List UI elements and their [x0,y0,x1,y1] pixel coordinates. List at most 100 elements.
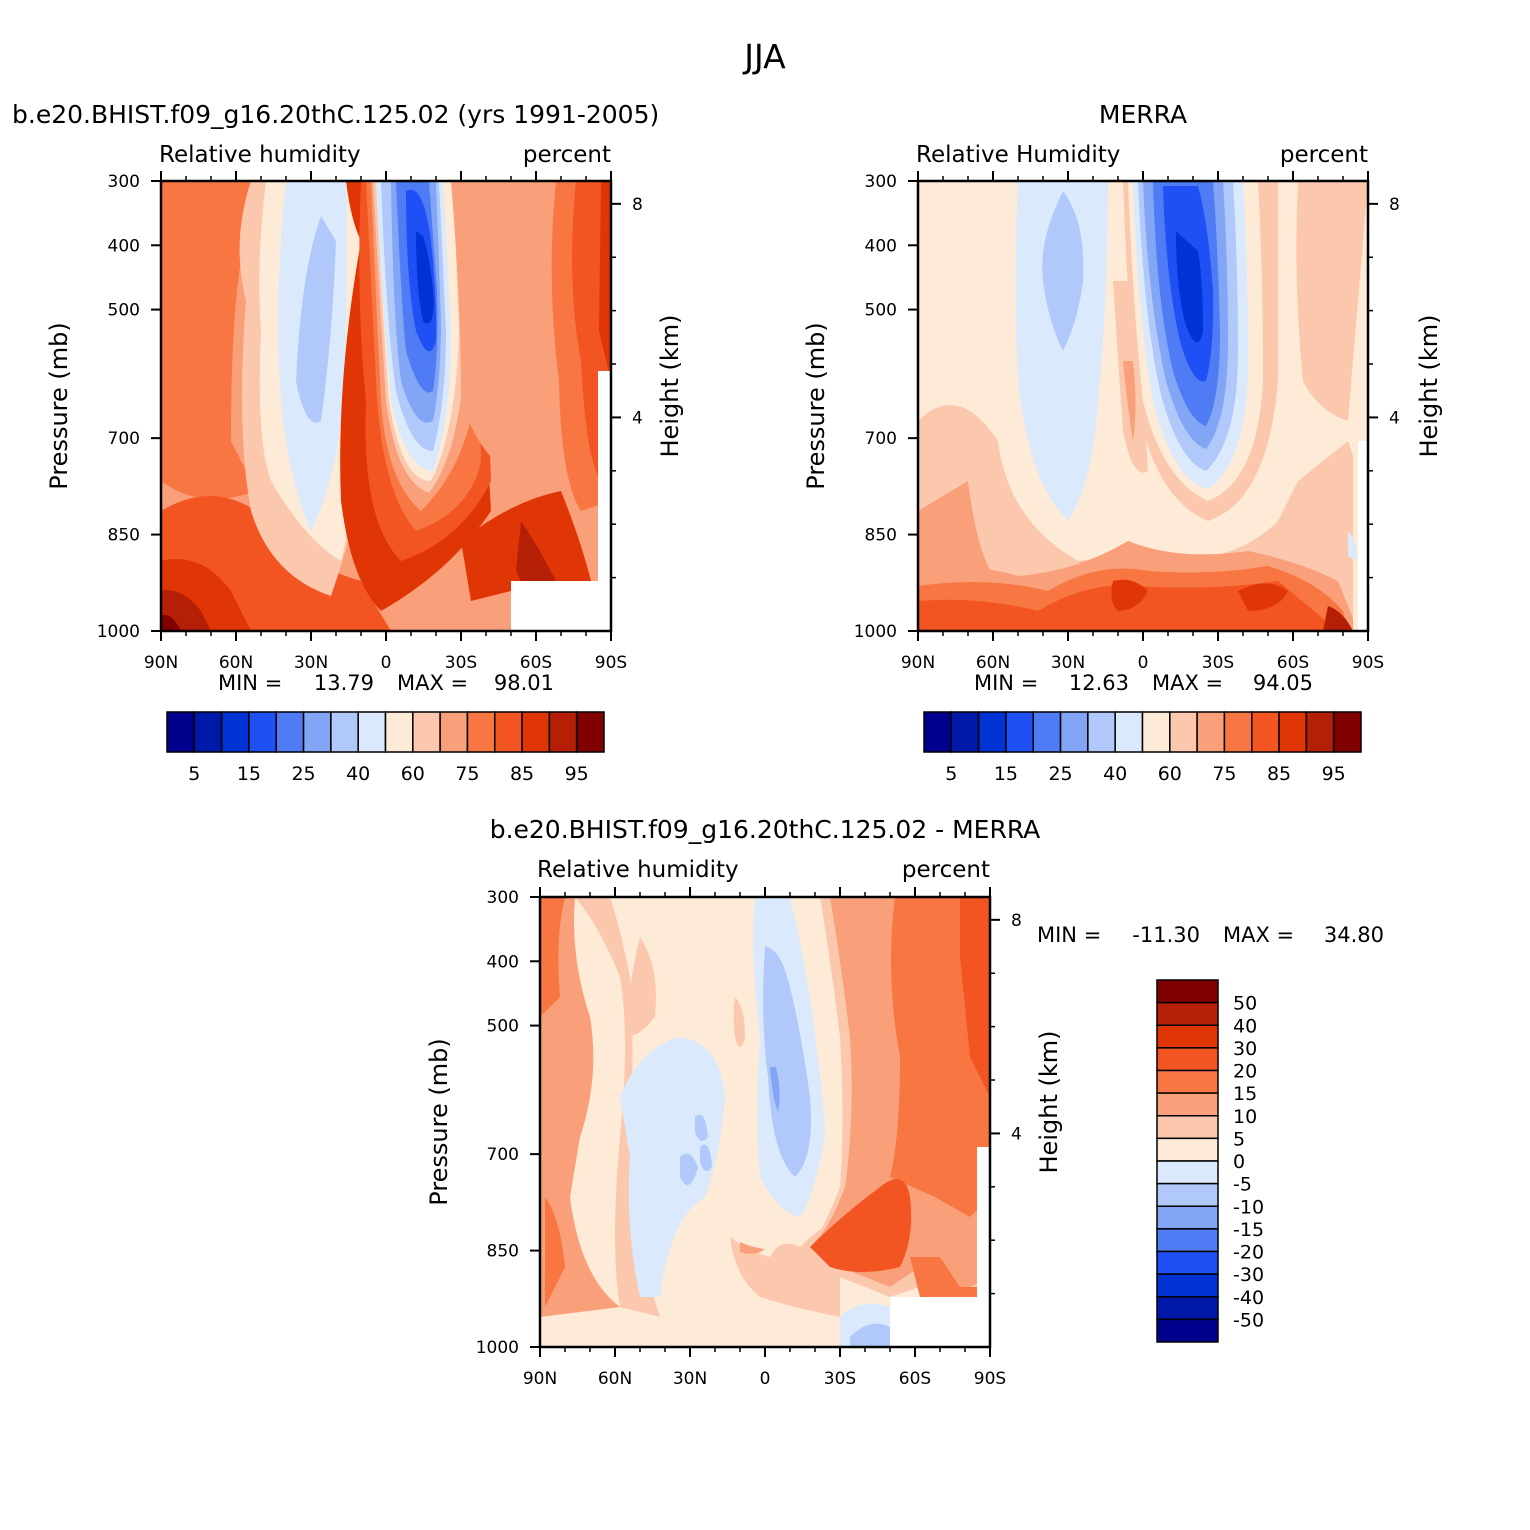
panel-obs-colorbar-swatch [1114,711,1144,753]
panel-model-y-tick-label: 400 [108,236,140,256]
panel-model-x-tick-label: 30N [294,653,328,673]
panel-obs-colorbar-swatch [1169,711,1198,753]
panel-model-colorbar-label: 15 [237,763,261,785]
panel-diff-colorbar-swatch [1156,1273,1219,1298]
panel-model-min-value: 13.79 [314,671,374,695]
panel-obs-colorbar-swatch [923,711,953,753]
panel-diff-colorbar-swatch [1156,1228,1219,1253]
panel-diff-colorbar-swatch [1156,1115,1219,1140]
panel-obs-max-value: 94.05 [1253,671,1313,695]
panel-obs-colorbar-label: 75 [1212,763,1236,785]
panel-diff-colorbar-swatch [1156,1137,1219,1162]
panel-obs-title: MERRA [1099,100,1187,129]
panel-diff-colorbar-swatch [1156,1205,1219,1230]
panel-obs-y-tick-label: 1000 [854,622,897,642]
panel-model-y-tick-label: 300 [108,172,140,192]
panel-diff-colorbar-label: 30 [1233,1038,1257,1060]
panel-model-colorbar-swatch [330,711,359,753]
panel-model-colorbar-swatch [521,711,551,753]
panel-obs-y-tick-label: 850 [865,526,897,546]
panel-model-colorbar-swatch [548,711,578,753]
panel-obs-y-axis-label: Pressure (mb) [802,322,830,489]
panel-model-x-tick-label: 90S [595,653,627,673]
panel-diff-x-tick-label: 60N [598,1369,632,1389]
panel-model-colorbar-swatch [575,711,605,753]
panel-model-colorbar-label: 95 [565,763,589,785]
panel-obs-variable-label: Relative Humidity [916,142,1120,168]
panel-model-y-tick-label: 850 [108,526,140,546]
panel-diff-max-label: MAX = [1223,923,1294,947]
panel-model-colorbar-swatch [466,711,496,753]
panel-obs-colorbar-swatch [1278,711,1308,753]
panel-obs-colorbar-swatch [1059,711,1089,753]
panel-model-units-label: percent [523,142,611,168]
panel-diff-colorbar-label: -30 [1233,1264,1264,1286]
panel-diff-height-tick-label: 8 [1011,911,1022,931]
panel-diff-y-tick-label: 300 [487,888,519,908]
panel-obs-y-tick-label: 300 [865,172,897,192]
panel-diff-title: b.e20.BHIST.f09_g16.20thC.125.02 - MERRA [490,815,1041,844]
panel-obs-colorbar-swatch [1032,711,1062,753]
panel-diff-colorbar-swatch [1156,1250,1219,1275]
panel-diff-x-tick-label: 0 [760,1369,771,1389]
panel-diff-max-value: 34.80 [1324,923,1384,947]
panel-model-y-axis-label: Pressure (mb) [45,322,73,489]
panel-diff-contour-field [540,897,990,1347]
panel-model-variable-label: Relative humidity [159,142,361,168]
panel-diff-colorbar-label: 5 [1233,1128,1245,1150]
panel-model-y-tick-label: 500 [108,301,140,321]
panel-diff-x-tick-label: 90N [523,1369,557,1389]
panel-diff-colorbar-label: -15 [1233,1219,1264,1241]
panel-diff-colorbar-swatch [1156,1092,1219,1117]
panel-diff-variable-label: Relative humidity [537,857,739,883]
panel-obs-x-tick-label: 0 [1138,653,1149,673]
panel-model-height-tick-label: 8 [632,195,643,215]
panel-model: b.e20.BHIST.f09_g16.20thC.125.02 (yrs 19… [12,100,659,631]
panel-model-colorbar-swatch [439,711,469,753]
panel-obs-colorbar-swatch [1196,711,1226,753]
panel-diff-min-value: -11.30 [1132,923,1200,947]
panel-diff-min-label: MIN = [1037,923,1101,947]
panel-obs-colorbar-swatch [1251,711,1280,753]
panel-model-colorbar-swatch [357,711,387,753]
panel-diff-colorbar-swatch [1156,1001,1219,1026]
panel-obs-colorbar-swatch [1005,711,1034,753]
panel-obs-colorbar-swatch [1087,711,1116,753]
panel-diff-units-label: percent [902,857,990,883]
panel-model-x-tick-label: 90N [144,653,178,673]
panel-obs-colorbar-swatch [950,711,980,753]
panel-model-y-tick-label: 700 [108,429,140,449]
panel-model-colorbar-label: 60 [401,763,425,785]
panel-obs-colorbar-swatch [977,711,1007,753]
panel-obs-y-tick-label: 400 [865,236,897,256]
panel-model-x-tick-label: 30S [445,653,477,673]
panel-diff-y2-axis-label: Height (km) [1035,1031,1063,1174]
panel-diff-colorbar-label: -20 [1233,1242,1264,1264]
panel-diff-colorbar-label: 0 [1233,1151,1245,1173]
panel-model-colorbar-swatch [248,711,277,753]
panel-model-min-label: MIN = [218,671,282,695]
panel-model-max-label: MAX = [397,671,468,695]
panel-model-y2-axis-label: Height (km) [656,315,684,458]
panel-diff-colorbar-label: -10 [1233,1196,1264,1218]
panel-diff-y-tick-label: 500 [487,1017,519,1037]
panel-model-colorbar-label: 25 [291,763,315,785]
panel-model-colorbar-swatch [494,711,523,753]
panel-obs-y-tick-label: 500 [865,301,897,321]
panel-model-colorbar-swatch [302,711,332,753]
panel-diff-y-tick-label: 400 [487,952,519,972]
panel-diff-x-tick-label: 90S [974,1369,1006,1389]
panel-obs-colorbar-swatch [1332,711,1362,753]
panel-model-colorbar-label: 85 [510,763,534,785]
panel-obs-x-tick-label: 30S [1202,653,1234,673]
panel-diff-colorbar-label: -5 [1233,1174,1252,1196]
panel-model-colorbar-swatch [166,711,196,753]
figure-title: JJA [742,37,786,76]
panel-obs-colorbar-swatch [1141,711,1171,753]
panel-diff-x-tick-label: 30S [824,1369,856,1389]
panel-diff-colorbar-swatch [1156,979,1219,1004]
panel-diff-y-tick-label: 1000 [476,1338,519,1358]
panel-model-y-tick-label: 1000 [97,622,140,642]
panel-model-max-value: 98.01 [494,671,554,695]
panel-model-colorbar-swatch [193,711,223,753]
